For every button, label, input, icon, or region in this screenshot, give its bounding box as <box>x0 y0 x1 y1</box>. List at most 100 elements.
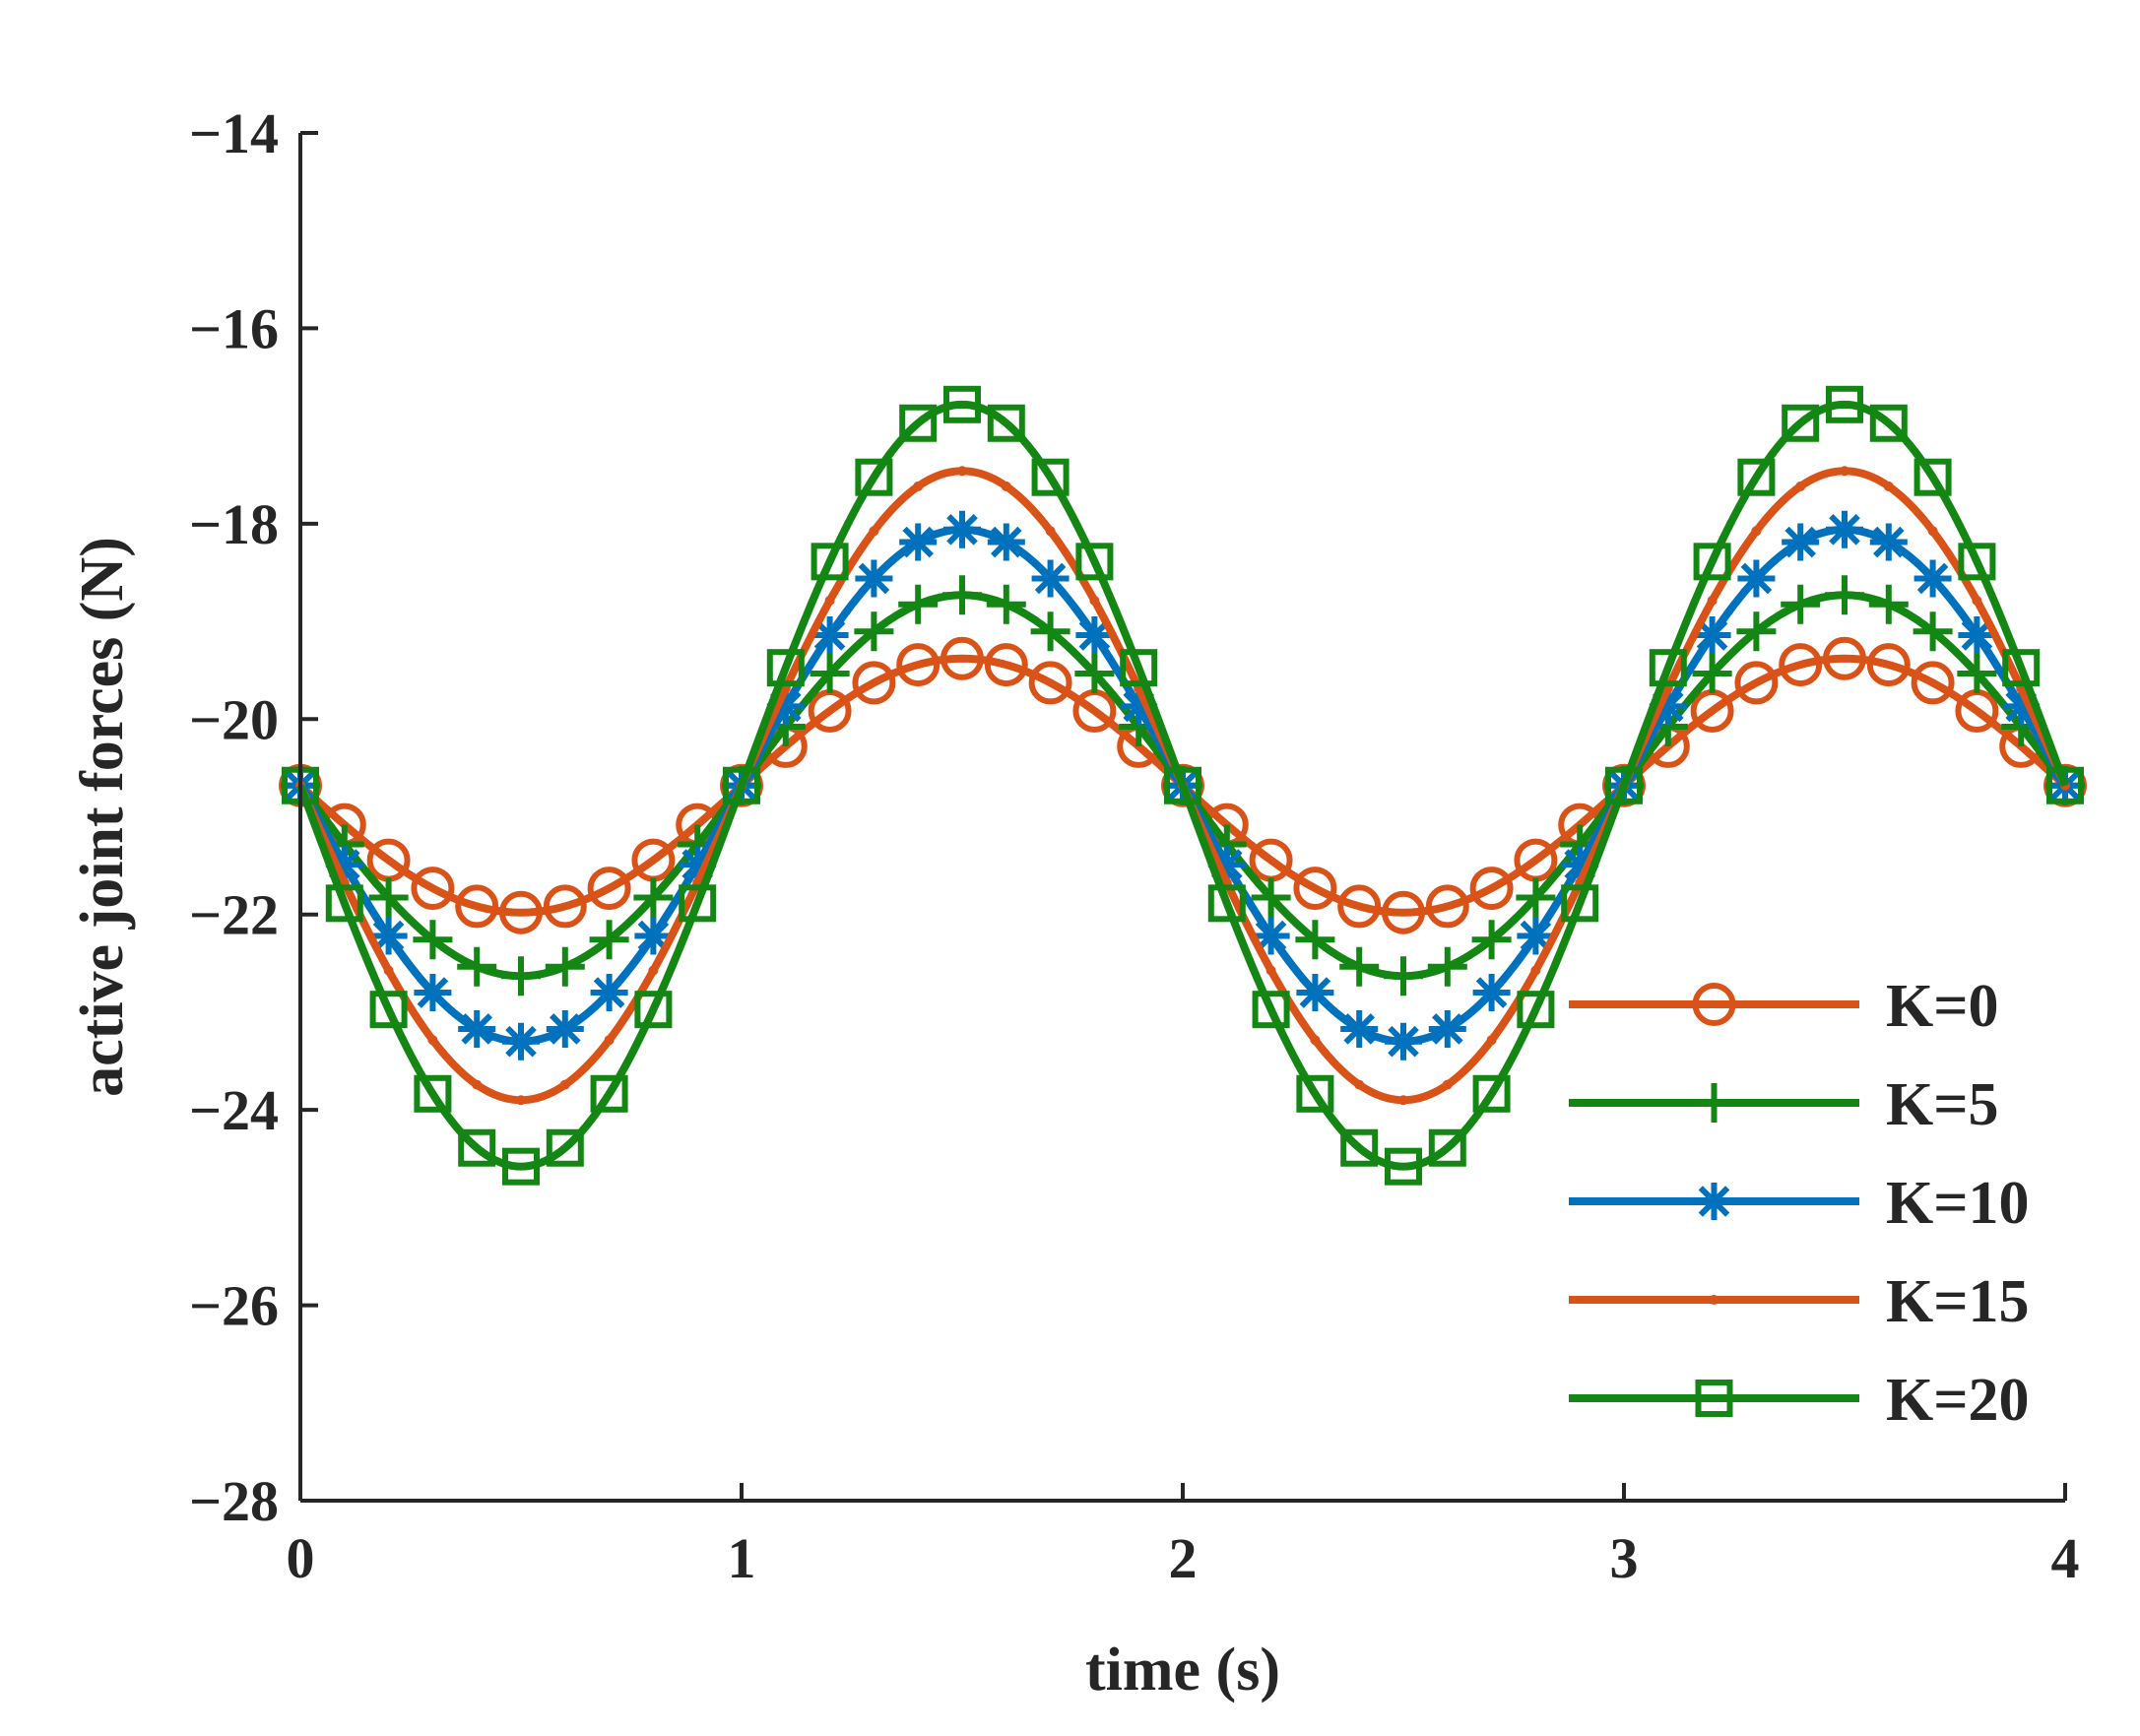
square-marker <box>1913 458 1952 496</box>
asterisk-marker <box>590 974 628 1012</box>
circle-marker <box>1823 636 1866 680</box>
dot-marker <box>1310 1035 1321 1046</box>
square-marker <box>1737 458 1776 496</box>
y-tick-label: −16 <box>189 296 279 360</box>
asterisk-marker <box>679 846 717 884</box>
circle-marker <box>852 661 896 705</box>
circle-marker <box>1293 867 1337 911</box>
circle-marker <box>411 867 455 911</box>
dot-marker <box>1045 526 1056 537</box>
asterisk-marker <box>1869 523 1908 561</box>
circle-marker <box>1382 890 1425 934</box>
dot-marker <box>913 481 924 491</box>
plus-marker <box>1030 611 1070 652</box>
dot-marker <box>957 466 967 477</box>
asterisk-marker <box>943 510 981 548</box>
dot-marker <box>1089 595 1100 606</box>
legend-label: K=20 <box>1886 1367 2030 1434</box>
y-tick-label: −18 <box>189 492 279 556</box>
asterisk-marker <box>1120 687 1158 726</box>
square-marker <box>766 649 805 687</box>
asterisk-marker <box>811 615 849 654</box>
circle-marker <box>1337 884 1382 929</box>
x-tick-label: 1 <box>728 1526 756 1590</box>
legend-entry: K=20 <box>1569 1367 2030 1434</box>
asterisk-marker <box>1782 523 1820 561</box>
square-marker <box>811 543 849 581</box>
square-marker <box>1031 458 1070 496</box>
square-marker <box>987 404 1025 442</box>
square-marker <box>502 1147 540 1186</box>
dot-marker <box>604 1035 615 1046</box>
square-marker <box>2046 766 2084 804</box>
plus-marker <box>1957 654 1997 694</box>
circle-marker <box>1779 643 1823 687</box>
square-marker <box>590 1074 628 1113</box>
asterisk-marker <box>1385 1022 1422 1061</box>
square-marker <box>679 884 717 923</box>
dot-marker <box>1709 1295 1719 1305</box>
square-marker <box>2002 649 2041 687</box>
square-marker <box>899 404 938 442</box>
asterisk-marker <box>414 974 452 1012</box>
square-marker <box>1693 543 1731 581</box>
asterisk-marker <box>1826 510 1863 548</box>
plus-marker <box>1692 654 1732 694</box>
plus-marker <box>368 877 409 918</box>
dot-marker <box>1795 481 1806 491</box>
legend-label: K=10 <box>1886 1170 2030 1237</box>
dot-marker <box>1927 526 1938 537</box>
plus-marker <box>457 946 497 987</box>
circle-marker <box>499 890 543 934</box>
plus-marker <box>1295 920 1335 960</box>
square-marker <box>855 458 893 496</box>
x-tick-label: 2 <box>1169 1526 1198 1590</box>
dot-marker <box>648 965 659 976</box>
legend-label: K=0 <box>1886 973 1999 1040</box>
plus-marker <box>854 611 894 652</box>
plus-marker <box>810 654 850 694</box>
asterisk-marker <box>1252 917 1290 955</box>
circle-marker <box>1911 661 1955 705</box>
series-line <box>296 400 2069 1171</box>
x-tick-label: 4 <box>2051 1526 2080 1590</box>
square-marker <box>546 1128 584 1167</box>
circle-marker <box>543 884 587 929</box>
dot-marker <box>869 526 879 537</box>
plus-marker <box>1251 877 1291 918</box>
asterisk-marker <box>1075 615 1114 654</box>
plus-marker <box>501 956 541 997</box>
axes <box>298 133 2065 1503</box>
asterisk-marker <box>2002 687 2041 726</box>
x-ticks: 0 1 2 3 4 <box>287 1483 2080 1590</box>
y-tick-label: −24 <box>189 1078 279 1142</box>
x-axis-title: time (s) <box>1085 1637 1280 1704</box>
square-marker <box>1958 543 1996 581</box>
asterisk-marker <box>325 846 363 884</box>
asterisk-marker <box>1913 559 1952 598</box>
circle-marker <box>1734 661 1779 705</box>
square-marker <box>1164 766 1201 804</box>
legend-label: K=15 <box>1886 1268 2030 1335</box>
dot-marker <box>383 965 394 976</box>
dot-marker <box>516 1095 526 1106</box>
x-tick-label: 0 <box>287 1526 315 1590</box>
asterisk-marker <box>369 917 408 955</box>
square-marker <box>723 766 760 804</box>
y-tick-label: −26 <box>189 1274 279 1338</box>
square-marker <box>1207 884 1246 923</box>
circle-marker <box>455 884 499 929</box>
dot-marker <box>1707 595 1718 606</box>
asterisk-marker <box>1958 615 1996 654</box>
plus-marker <box>633 877 674 918</box>
series-k-20 <box>282 385 2084 1186</box>
square-marker <box>458 1128 496 1167</box>
asterisk-marker <box>1472 974 1511 1012</box>
dot-marker <box>1442 1079 1453 1090</box>
circle-marker <box>1469 867 1514 911</box>
plus-marker <box>1736 611 1777 652</box>
square-marker <box>1120 649 1158 687</box>
square-marker <box>1869 404 1908 442</box>
square-marker <box>1826 385 1863 423</box>
